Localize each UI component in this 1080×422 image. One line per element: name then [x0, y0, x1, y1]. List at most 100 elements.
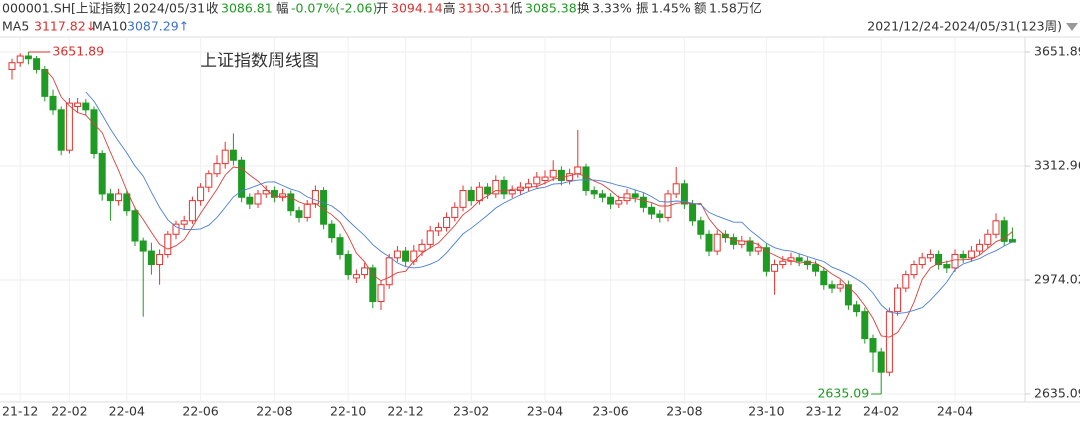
candle-body: [16, 55, 24, 64]
amount-label: 额: [694, 1, 707, 16]
range-dropdown[interactable]: [1066, 23, 1078, 31]
candle-body: [49, 95, 57, 111]
candle-body: [902, 274, 910, 289]
amount-value: 1.58万亿: [709, 1, 762, 16]
chart-title: 上证指数周线图: [200, 51, 319, 71]
candle-body: [639, 196, 647, 208]
candle-body: [869, 338, 877, 353]
candle-body: [754, 247, 762, 252]
candle-body: [689, 203, 697, 222]
candle-body: [820, 270, 828, 286]
candle-body: [779, 260, 787, 266]
x-tick-label: 23-04: [527, 404, 563, 419]
candle-body: [885, 311, 893, 373]
candle-body: [418, 243, 426, 252]
candle-body: [451, 206, 459, 218]
candle-body: [41, 68, 49, 97]
candle-body: [82, 102, 90, 111]
open-label: 开: [376, 1, 389, 16]
ma5-value: 3117.82↓: [34, 19, 96, 34]
candle-body: [147, 250, 155, 266]
candle-body: [607, 196, 615, 205]
turnover-label: 换: [577, 1, 590, 16]
candle-body: [156, 253, 164, 266]
y-tick-label: 3312.96: [1034, 157, 1080, 172]
candle-body: [311, 190, 319, 205]
turnover-value: 3.33%: [592, 1, 632, 16]
candle-body: [844, 284, 852, 306]
candle-body: [475, 186, 483, 202]
candle-body: [393, 250, 401, 259]
x-tick-label: 22-06: [182, 404, 218, 419]
high-label: 高: [443, 1, 456, 16]
candle-body: [943, 264, 951, 269]
candle-body: [287, 193, 295, 212]
candle-body: [500, 179, 508, 195]
candle-body: [344, 253, 352, 276]
candle-body: [976, 243, 984, 252]
candle-body: [180, 220, 188, 225]
x-tick-label: 22-08: [256, 404, 292, 419]
candle-body: [24, 55, 32, 60]
y-tick-label: 2635.09: [1034, 386, 1080, 401]
ma-line: [44, 68, 1013, 338]
low-value: 3085.38: [525, 1, 577, 16]
candle-body: [713, 233, 721, 252]
candle-body: [951, 253, 959, 269]
candle-body: [574, 166, 582, 175]
ma-line: [85, 91, 1013, 315]
candle-body: [484, 186, 492, 195]
candle-body: [656, 213, 664, 218]
x-tick-label: 22-12: [387, 404, 423, 419]
candle-body: [1000, 220, 1008, 242]
candle-body: [123, 193, 131, 212]
high-value: 3130.31: [458, 1, 510, 16]
candle-body: [541, 176, 549, 181]
x-tick-label: 23-12: [806, 404, 842, 419]
candle-body: [254, 193, 262, 205]
candle-body: [795, 257, 803, 262]
x-tick-label: 22-02: [51, 404, 87, 419]
candle-body: [164, 233, 172, 255]
candle-body: [984, 233, 992, 245]
candle-body: [877, 351, 885, 373]
candle-body: [557, 169, 565, 181]
candle-body: [459, 190, 467, 208]
x-tick-label: 23-06: [592, 404, 628, 419]
ma10-value: 3087.29↑: [127, 19, 189, 34]
candle-body: [131, 210, 139, 242]
candle-body: [771, 264, 779, 272]
candle-body: [90, 109, 98, 155]
candle-body: [762, 247, 770, 272]
candle-body: [959, 253, 967, 259]
candle-body: [352, 274, 360, 279]
candle-body: [533, 176, 541, 185]
candle-body: [967, 250, 975, 259]
code: 000001.SH[上证指数]: [2, 1, 131, 16]
candle-body: [246, 196, 254, 205]
candle-body: [672, 183, 680, 195]
x-tick-label: 21-12: [2, 404, 38, 419]
candle-body: [697, 220, 705, 235]
candle-body: [598, 193, 606, 198]
candle-body: [8, 62, 16, 70]
candle-body: [303, 203, 311, 218]
y-tick-label: 2974.02: [1034, 272, 1080, 287]
candle-body: [172, 223, 180, 235]
candle-body: [853, 304, 861, 313]
candle-body: [787, 257, 795, 262]
candle-body: [197, 186, 205, 202]
close-label: 收: [206, 1, 219, 16]
candle-body: [229, 149, 237, 161]
candle-body: [139, 240, 147, 252]
open-value: 3094.14: [391, 1, 443, 16]
date-range[interactable]: 2021/12/24-2024/05/31(123周): [867, 19, 1062, 34]
candle-body: [894, 287, 902, 313]
close-value: 3086.81: [221, 1, 273, 16]
candle-body: [57, 109, 65, 151]
candle-body: [828, 284, 836, 289]
candle-body: [361, 267, 369, 276]
candle-body: [992, 220, 1000, 235]
candle-body: [549, 169, 557, 178]
candle-body: [426, 230, 434, 245]
